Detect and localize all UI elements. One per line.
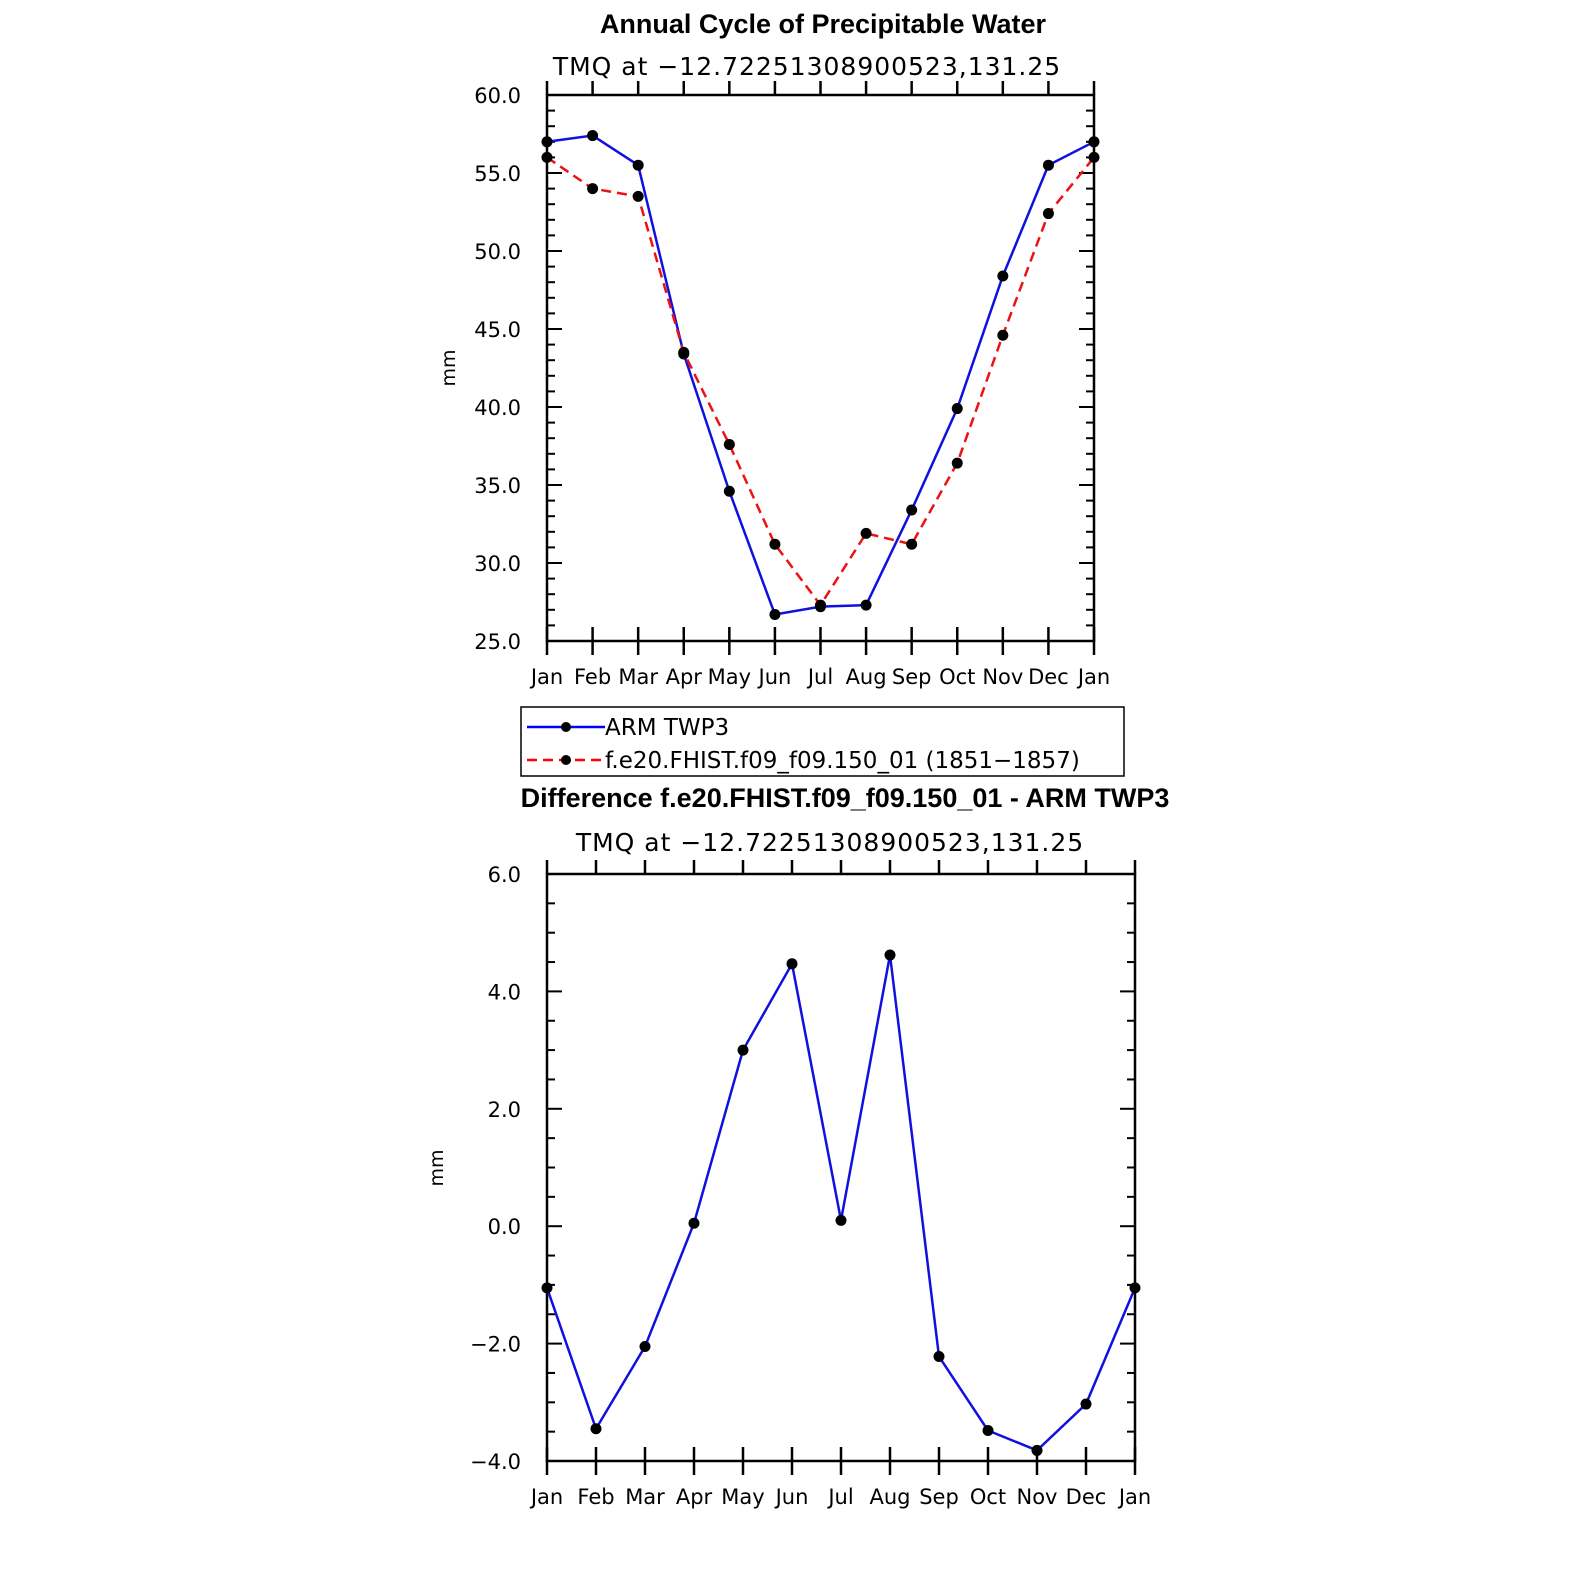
legend-label-series-2: f.e20.FHIST.f09_f09.150_01 (1851−1857) [605, 748, 1080, 774]
chart2-ylabel: mm [426, 1149, 448, 1186]
series-2-point [906, 538, 918, 550]
series-2-point [860, 527, 872, 539]
y-tick-label: −4.0 [470, 1450, 521, 1474]
series-line-1 [545, 954, 1137, 1452]
legend-label-series-1: ARM TWP3 [605, 715, 729, 741]
x-tick-label: Dec [1028, 665, 1069, 689]
series-1-point [1031, 1444, 1043, 1456]
series-1-point [590, 1423, 602, 1435]
x-tick-label: May [721, 1485, 764, 1509]
x-tick-label: Sep [892, 665, 932, 689]
x-tick-label: Mar [618, 665, 658, 689]
y-tick-label: 4.0 [488, 980, 521, 1004]
x-tick-label: Jan [1076, 665, 1110, 689]
y-tick-label: 2.0 [488, 1098, 521, 1122]
x-tick-label: Jan [529, 1485, 563, 1509]
series-1-point [737, 1044, 749, 1056]
chart2-plot: −4.0 −2.0 0.0 2.0 4.0 6.0 Jan Feb Mar Apr May Jun Ju… [470, 860, 1151, 1509]
series-2-point [723, 438, 735, 450]
series-1-point [541, 1282, 553, 1294]
y-tick-label: 6.0 [488, 863, 521, 887]
x-tick-label: Apr [676, 1485, 713, 1509]
series-2-point [815, 599, 826, 611]
series-line-2 [546, 156, 1095, 608]
x-tick-label: Jun [757, 665, 792, 689]
series-1-point [860, 599, 872, 611]
x-tick-label: Dec [1066, 1485, 1107, 1509]
chart2-subtitle: TMQ at −12.72251308900523,131.25 [575, 828, 1084, 857]
chart2-title: Difference f.e20.FHIST.f09_f09.150_01 - … [521, 783, 1170, 813]
chart1-legend: ARM TWP3 f.e20.FHIST.f09_f09.150_01 (185… [520, 706, 1125, 777]
x-tick-label: Aug [846, 665, 887, 689]
x-tick-label: Jul [806, 665, 833, 689]
series-2-point [997, 329, 1009, 341]
x-tick-label: Aug [869, 1485, 910, 1509]
x-tick-label: Jul [826, 1485, 853, 1509]
series-1-point [1129, 1282, 1141, 1294]
series-1-point [541, 136, 553, 148]
series-2-point [1088, 151, 1100, 163]
series-2-point [632, 190, 644, 202]
x-tick-label: Mar [625, 1485, 665, 1509]
y-tick-label: 60.0 [474, 84, 521, 108]
y-tick-label: 0.0 [488, 1215, 521, 1239]
x-tick-label: Feb [574, 665, 611, 689]
series-2-point [1042, 208, 1054, 220]
legend-marker-series-2 [561, 755, 571, 765]
series-2-point [951, 457, 963, 469]
series-1-point [906, 504, 918, 516]
series-2-point [587, 183, 599, 195]
y-tick-label: 50.0 [474, 240, 521, 264]
series-1-point [982, 1424, 994, 1436]
chart1-subtitle: TMQ at −12.72251308900523,131.25 [552, 52, 1061, 81]
series-1-point [1088, 136, 1100, 148]
series-line-1 [546, 134, 1095, 616]
legend-box [520, 706, 1125, 777]
x-tick-label: Jun [774, 1485, 809, 1509]
x-tick-label: May [708, 665, 751, 689]
series-1-point [997, 270, 1009, 282]
series-1-point [835, 1214, 847, 1226]
plot-frame [545, 93, 1096, 643]
series-1-point [587, 130, 599, 142]
series-1-point [632, 159, 644, 171]
series-2-point [541, 151, 553, 163]
series-1-point [884, 949, 896, 961]
series-2-point [678, 346, 690, 358]
chart1-ylabel: mm [438, 349, 460, 386]
series-1-point [933, 1351, 945, 1363]
x-tick-label: Sep [919, 1485, 959, 1509]
chart1-plot: 25.0 30.0 35.0 40.0 45.0 50.0 55.0 60.0 Jan Feb Ma… [474, 81, 1110, 689]
series-1-point [688, 1217, 700, 1229]
series-1-point [1042, 159, 1054, 171]
x-tick-label: Jan [1117, 1485, 1151, 1509]
series-1-point [1080, 1398, 1092, 1410]
plot-frame [545, 872, 1137, 1463]
series-1-point [639, 1341, 651, 1353]
x-tick-label: Nov [982, 665, 1023, 689]
y-tick-label: 25.0 [474, 630, 521, 654]
series-1-point [769, 608, 781, 620]
x-tick-label: Nov [1017, 1485, 1058, 1509]
chart1-title: Annual Cycle of Precipitable Water [600, 9, 1047, 39]
series-1-point [786, 958, 798, 970]
series-1-point [951, 403, 963, 415]
y-tick-label: 45.0 [474, 318, 521, 342]
x-tick-label: Oct [970, 1485, 1006, 1509]
x-tick-label: Apr [666, 665, 703, 689]
y-tick-label: 30.0 [474, 552, 521, 576]
series-2-point [769, 538, 781, 550]
y-tick-label: 55.0 [474, 162, 521, 186]
y-tick-label: −2.0 [470, 1333, 521, 1357]
legend-marker-series-1 [561, 722, 571, 732]
x-tick-label: Oct [939, 665, 975, 689]
y-tick-label: 40.0 [474, 396, 521, 420]
y-tick-label: 35.0 [474, 474, 521, 498]
x-tick-label: Jan [529, 665, 563, 689]
series-1-point [723, 485, 735, 497]
x-tick-label: Feb [577, 1485, 614, 1509]
